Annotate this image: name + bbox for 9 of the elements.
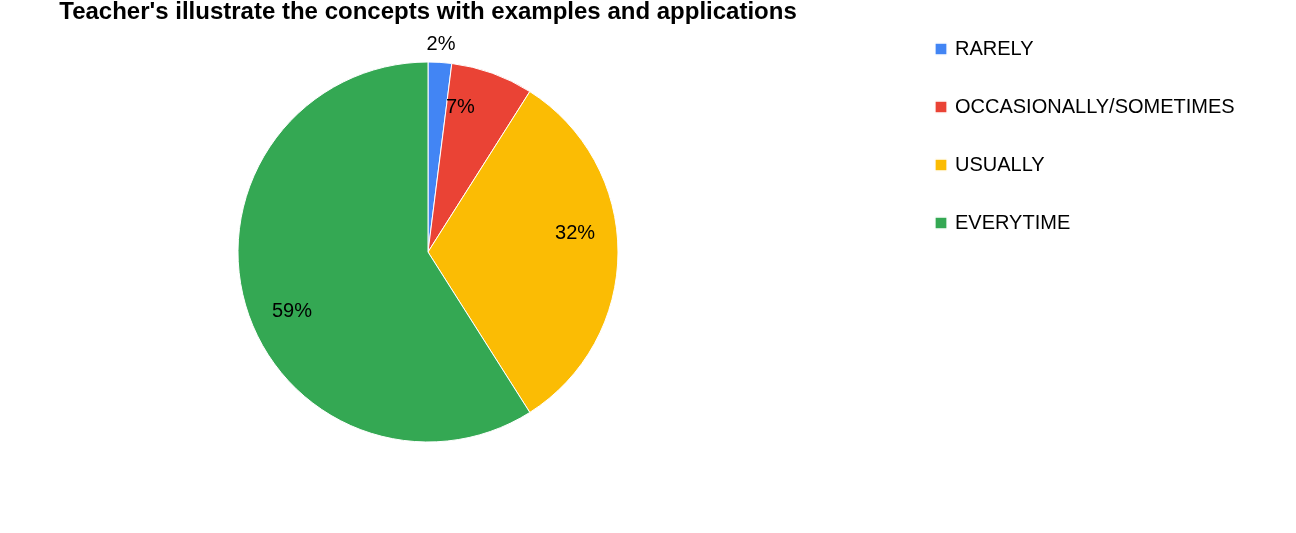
data-label: 32% (555, 221, 596, 244)
data-label: 2% (426, 32, 456, 55)
chart-title: Teacher's illustrate the concepts with examples and applications (59, 0, 797, 25)
legend-label: OCCASIONALLY/SOMETIMES (955, 95, 1235, 117)
legend-label: RARELY (955, 37, 1034, 59)
data-label: 7% (445, 95, 475, 118)
data-label: 59% (271, 298, 313, 321)
legend-label: EVERYTIME (955, 211, 1071, 233)
legend-label: USUALLY (955, 153, 1045, 175)
